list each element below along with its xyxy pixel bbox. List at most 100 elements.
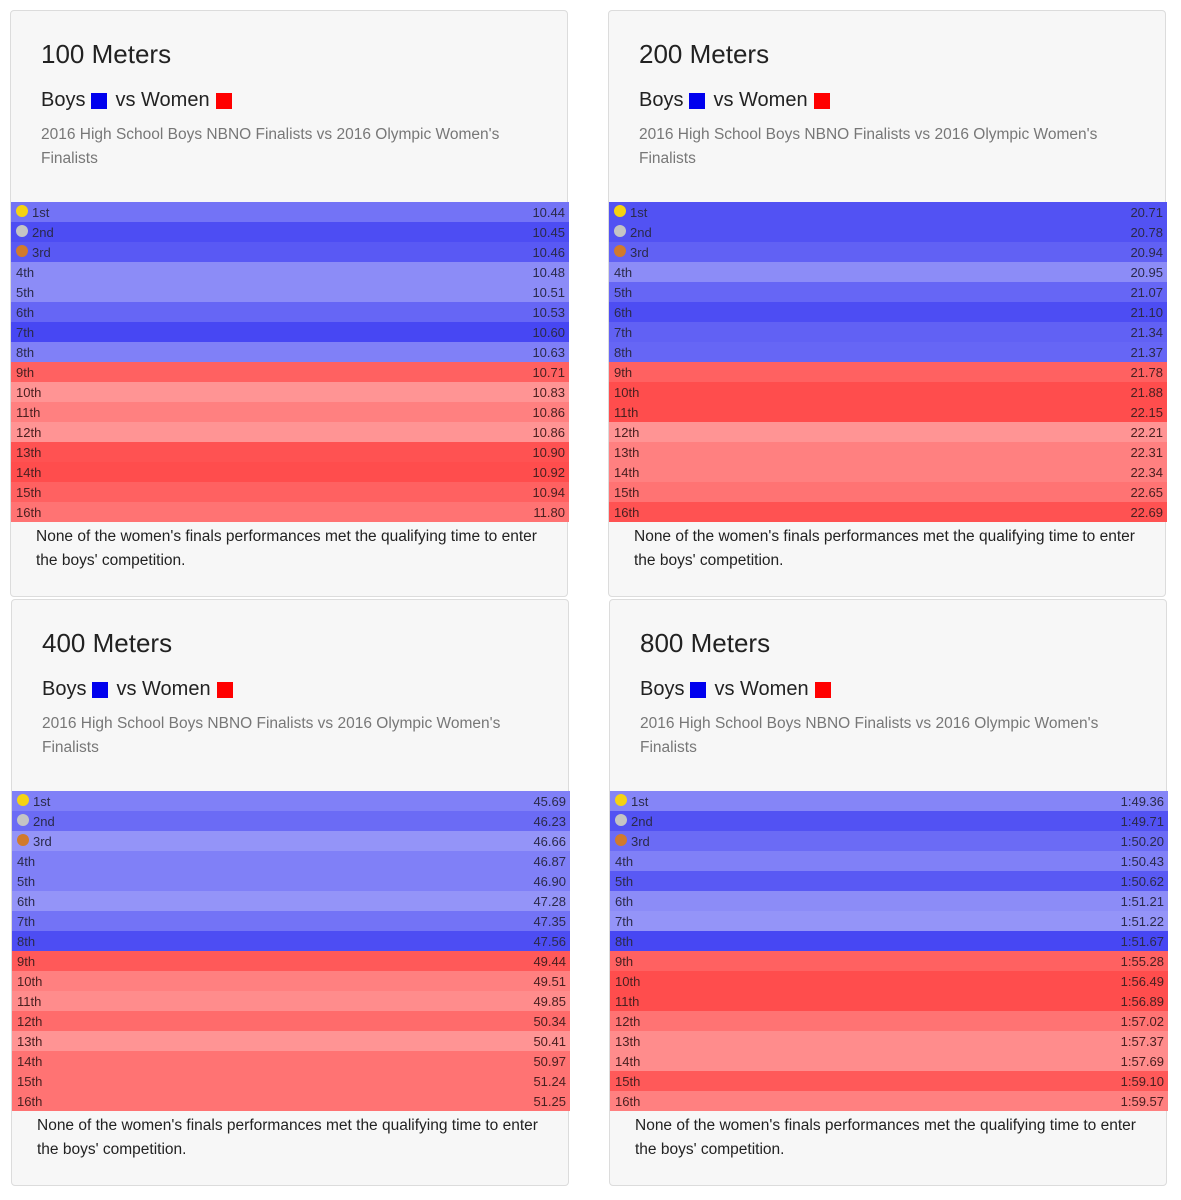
result-row: 11th 1:56.89 <box>610 991 1168 1011</box>
finish-time: 21.88 <box>1130 385 1163 400</box>
silver-medal-icon <box>615 814 627 826</box>
legend-women-label: vs Women <box>714 678 809 700</box>
result-row: 15th 1:59.10 <box>610 1071 1168 1091</box>
result-row: 12th 50.34 <box>12 1011 570 1031</box>
finish-time: 10.46 <box>532 245 565 260</box>
legend: Boys vs Women <box>639 89 838 112</box>
event-subtitle: 2016 High School Boys NBNO Finalists vs … <box>42 715 501 756</box>
result-row: 15th 51.24 <box>12 1071 570 1091</box>
result-row: 8th 21.37 <box>609 342 1167 362</box>
finish-time: 49.51 <box>533 974 566 989</box>
finish-time: 10.45 <box>532 225 565 240</box>
legend-boys-swatch <box>690 681 707 698</box>
rank-label: 8th <box>615 934 634 949</box>
finish-time: 22.34 <box>1130 465 1163 480</box>
finish-time: 1:56.49 <box>1120 974 1164 989</box>
finish-time: 46.66 <box>533 834 566 849</box>
legend-boys-swatch <box>689 92 706 109</box>
results-chart: 1st 1:49.36 2nd 1:49.71 3rd 1:50.20 4th 1:50.43… <box>610 780 1168 1111</box>
rank-label: 4th <box>17 854 36 869</box>
result-row: 7th 1:51.22 <box>610 911 1168 931</box>
rank-label: 16th <box>614 505 640 520</box>
result-row: 4th 1:50.43 <box>610 851 1168 871</box>
finish-time: 10.51 <box>532 285 565 300</box>
finish-time: 10.48 <box>532 265 565 280</box>
silver-medal-icon <box>17 814 29 826</box>
rank-label: 2nd <box>32 225 54 240</box>
result-row: 15th 10.94 <box>11 482 569 502</box>
rank-label: 5th <box>615 874 634 889</box>
event-title: 400 Meters <box>42 628 173 658</box>
finish-time: 10.94 <box>532 485 565 500</box>
rank-label: 6th <box>614 305 633 320</box>
result-row: 16th 11.80 <box>11 502 569 522</box>
legend-boys-label: Boys <box>42 678 87 700</box>
rank-label: 14th <box>17 1054 43 1069</box>
result-row: 3rd 10.46 <box>11 242 569 262</box>
result-row: 10th 49.51 <box>12 971 570 991</box>
finish-time: 1:50.20 <box>1120 834 1164 849</box>
result-row: 6th 21.10 <box>609 302 1167 322</box>
rank-label: 7th <box>17 914 36 929</box>
rank-label: 2nd <box>33 814 55 829</box>
finish-time: 1:57.02 <box>1120 1014 1164 1029</box>
rank-label: 16th <box>17 1094 43 1109</box>
finish-time: 1:56.89 <box>1120 994 1164 1009</box>
rank-label: 1st <box>630 205 648 220</box>
finish-time: 22.21 <box>1130 425 1163 440</box>
result-row: 4th 20.95 <box>609 262 1167 282</box>
rank-label: 5th <box>614 285 633 300</box>
finish-time: 21.78 <box>1130 365 1163 380</box>
rank-label: 13th <box>614 445 640 460</box>
result-row: 7th 10.60 <box>11 322 569 342</box>
rank-label: 11th <box>17 994 42 1009</box>
legend-boys-swatch <box>91 92 108 109</box>
rank-label: 13th <box>17 1034 43 1049</box>
event-note: None of the women's finals performances … <box>36 528 537 569</box>
rank-label: 15th <box>615 1074 641 1089</box>
rank-label: 9th <box>614 365 633 380</box>
rank-label: 2nd <box>631 814 653 829</box>
rank-label: 4th <box>16 265 35 280</box>
finish-time: 10.90 <box>532 445 565 460</box>
finish-time: 1:49.71 <box>1120 814 1164 829</box>
result-row: 16th 51.25 <box>12 1091 570 1111</box>
rank-label: 13th <box>16 445 42 460</box>
rank-label: 10th <box>17 974 43 989</box>
result-row: 5th 10.51 <box>11 282 569 302</box>
event-card-200m: 200 Meters Boys vs Women 2016 High Schoo… <box>608 10 1167 597</box>
rank-label: 12th <box>16 425 42 440</box>
rank-label: 4th <box>615 854 634 869</box>
rank-label: 7th <box>615 914 634 929</box>
result-row: 16th 22.69 <box>609 502 1167 522</box>
event-card-400m: 400 Meters Boys vs Women 2016 High Schoo… <box>11 599 570 1186</box>
result-row: 14th 50.97 <box>12 1051 570 1071</box>
finish-time: 10.53 <box>532 305 565 320</box>
finish-time: 50.34 <box>533 1014 566 1029</box>
result-row: 5th 1:50.62 <box>610 871 1168 891</box>
result-row: 2nd 20.78 <box>609 222 1167 242</box>
rank-label: 6th <box>16 305 35 320</box>
gold-medal-icon <box>17 794 29 806</box>
rank-label: 12th <box>615 1014 641 1029</box>
finish-time: 22.15 <box>1130 405 1163 420</box>
rank-label: 5th <box>17 874 36 889</box>
result-row: 6th 47.28 <box>12 891 570 911</box>
rank-label: 9th <box>615 954 634 969</box>
legend-boys-label: Boys <box>640 678 685 700</box>
rank-label: 8th <box>17 934 36 949</box>
finish-time: 21.34 <box>1130 325 1163 340</box>
finish-time: 1:51.21 <box>1120 894 1164 909</box>
result-row: 14th 22.34 <box>609 462 1167 482</box>
finish-time: 1:50.62 <box>1120 874 1164 889</box>
rank-label: 3rd <box>32 245 51 260</box>
finish-time: 1:59.10 <box>1120 1074 1164 1089</box>
result-row: 2nd 10.45 <box>11 222 569 242</box>
rank-label: 3rd <box>33 834 52 849</box>
event-card-100m: 100 Meters Boys vs Women 2016 High Schoo… <box>10 10 569 597</box>
event-note: None of the women's finals performances … <box>634 528 1135 569</box>
finish-time: 10.71 <box>532 365 565 380</box>
result-row: 6th 10.53 <box>11 302 569 322</box>
result-row: 14th 10.92 <box>11 462 569 482</box>
results-chart: 1st 45.69 2nd 46.23 3rd 46.66 4th 46.87 5th 46.90… <box>12 780 570 1111</box>
